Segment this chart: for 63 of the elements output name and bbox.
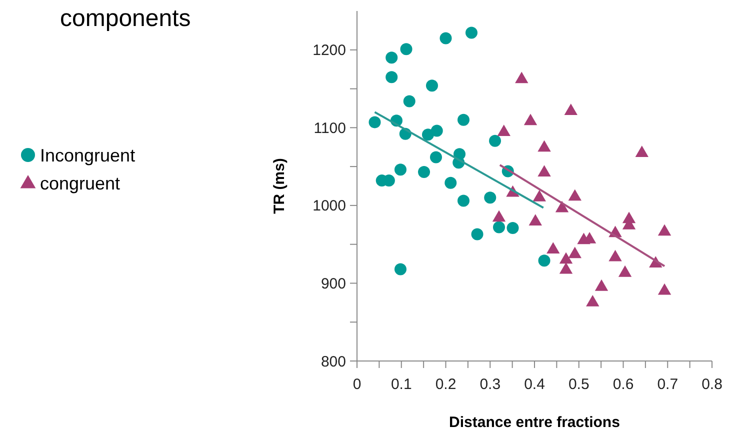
x-tick-label: 0.6 xyxy=(612,376,634,393)
point xyxy=(386,71,398,84)
y-tick-label: 1000 xyxy=(312,198,346,215)
point xyxy=(471,228,484,240)
point xyxy=(493,221,505,234)
point xyxy=(568,246,582,258)
legend-label: congruent xyxy=(40,173,120,194)
point xyxy=(368,116,381,128)
point xyxy=(403,95,416,108)
y-tick-label: 1200 xyxy=(312,42,346,60)
point xyxy=(497,124,510,136)
x-tick-label: 0.1 xyxy=(390,376,412,393)
point xyxy=(440,32,452,44)
x-axis-title: Distance entre fractions xyxy=(449,414,620,431)
x-tick-label: 0.7 xyxy=(657,376,678,393)
point xyxy=(555,200,569,212)
y-axis-title: TR (ms) xyxy=(271,158,288,214)
point xyxy=(430,124,443,137)
point xyxy=(559,252,573,264)
point xyxy=(458,194,470,207)
point xyxy=(524,114,538,126)
point xyxy=(458,114,470,126)
point xyxy=(559,262,573,274)
point xyxy=(586,294,600,306)
point xyxy=(400,43,412,56)
point xyxy=(506,222,519,234)
point xyxy=(484,192,496,204)
point xyxy=(635,146,648,158)
point xyxy=(528,214,542,226)
x-tick-label: 0.2 xyxy=(435,376,456,393)
point xyxy=(568,189,582,201)
point xyxy=(618,265,632,277)
point xyxy=(465,26,478,39)
point xyxy=(394,263,406,276)
point xyxy=(538,165,551,176)
point xyxy=(532,190,546,202)
text: components xyxy=(60,5,191,32)
point xyxy=(658,224,672,236)
y-tick-label: 1100 xyxy=(314,120,346,137)
point xyxy=(386,52,398,64)
point xyxy=(515,72,528,84)
point xyxy=(418,166,430,178)
point xyxy=(546,242,560,254)
point xyxy=(444,176,457,189)
point xyxy=(538,140,551,152)
point xyxy=(489,134,502,147)
x-tick-label: 0.3 xyxy=(480,376,501,393)
point xyxy=(426,80,438,92)
point xyxy=(658,283,672,295)
point xyxy=(492,210,506,222)
x-tick-label: 0.4 xyxy=(524,376,545,393)
point xyxy=(594,279,608,291)
point xyxy=(394,164,406,176)
point xyxy=(564,104,578,116)
point xyxy=(430,151,442,164)
legend-label: Incongruent xyxy=(40,145,136,166)
y-tick-label: 800 xyxy=(320,353,346,370)
point xyxy=(538,254,550,267)
x-tick-label: 0.8 xyxy=(702,376,722,393)
y-tick-label: 900 xyxy=(320,275,346,292)
point xyxy=(608,250,622,262)
x-tick-label: 0 xyxy=(352,376,362,393)
x-tick-label: 0.5 xyxy=(568,376,590,393)
